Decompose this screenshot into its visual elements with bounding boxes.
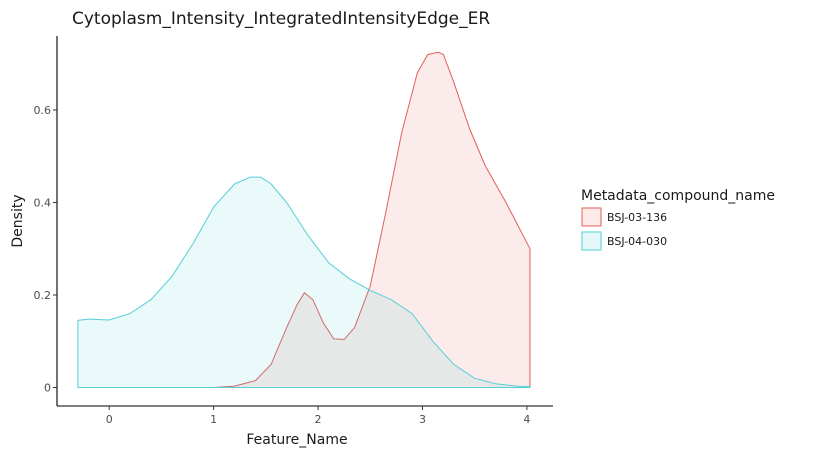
y-tick-label: 0.6 [34, 104, 52, 117]
legend: Metadata_compound_name BSJ-03-136 BSJ-04-… [581, 188, 775, 251]
x-tick-label: 1 [210, 413, 217, 426]
axes: 0 1 2 3 4 0 0.2 0.4 0.6 [34, 36, 553, 426]
legend-swatch-bsj-04-030 [581, 231, 602, 251]
legend-swatch-bsj-03-136 [581, 207, 602, 227]
x-tick-label: 0 [106, 413, 113, 426]
y-tick-label: 0 [44, 382, 51, 395]
y-tick-label: 0.4 [34, 197, 52, 210]
x-axis-title: Feature_Name [246, 432, 347, 448]
x-tick-label: 2 [315, 413, 322, 426]
x-tick-label: 3 [419, 413, 426, 426]
chart-title: Cytoplasm_Intensity_IntegratedIntensityE… [72, 9, 490, 29]
legend-label-bsj-04-030: BSJ-04-030 [607, 235, 667, 248]
legend-items: BSJ-03-136 BSJ-04-030 [581, 207, 667, 251]
y-axis-title: Density [10, 194, 26, 247]
density-area-bsj-04-030 [77, 176, 531, 388]
density-area-bsj-03-136 [77, 51, 531, 388]
x-tick-label: 4 [523, 413, 530, 426]
plot-area [77, 51, 531, 388]
legend-title: Metadata_compound_name [581, 188, 775, 204]
y-tick-label: 0.2 [34, 289, 52, 302]
legend-label-bsj-03-136: BSJ-03-136 [607, 211, 667, 224]
